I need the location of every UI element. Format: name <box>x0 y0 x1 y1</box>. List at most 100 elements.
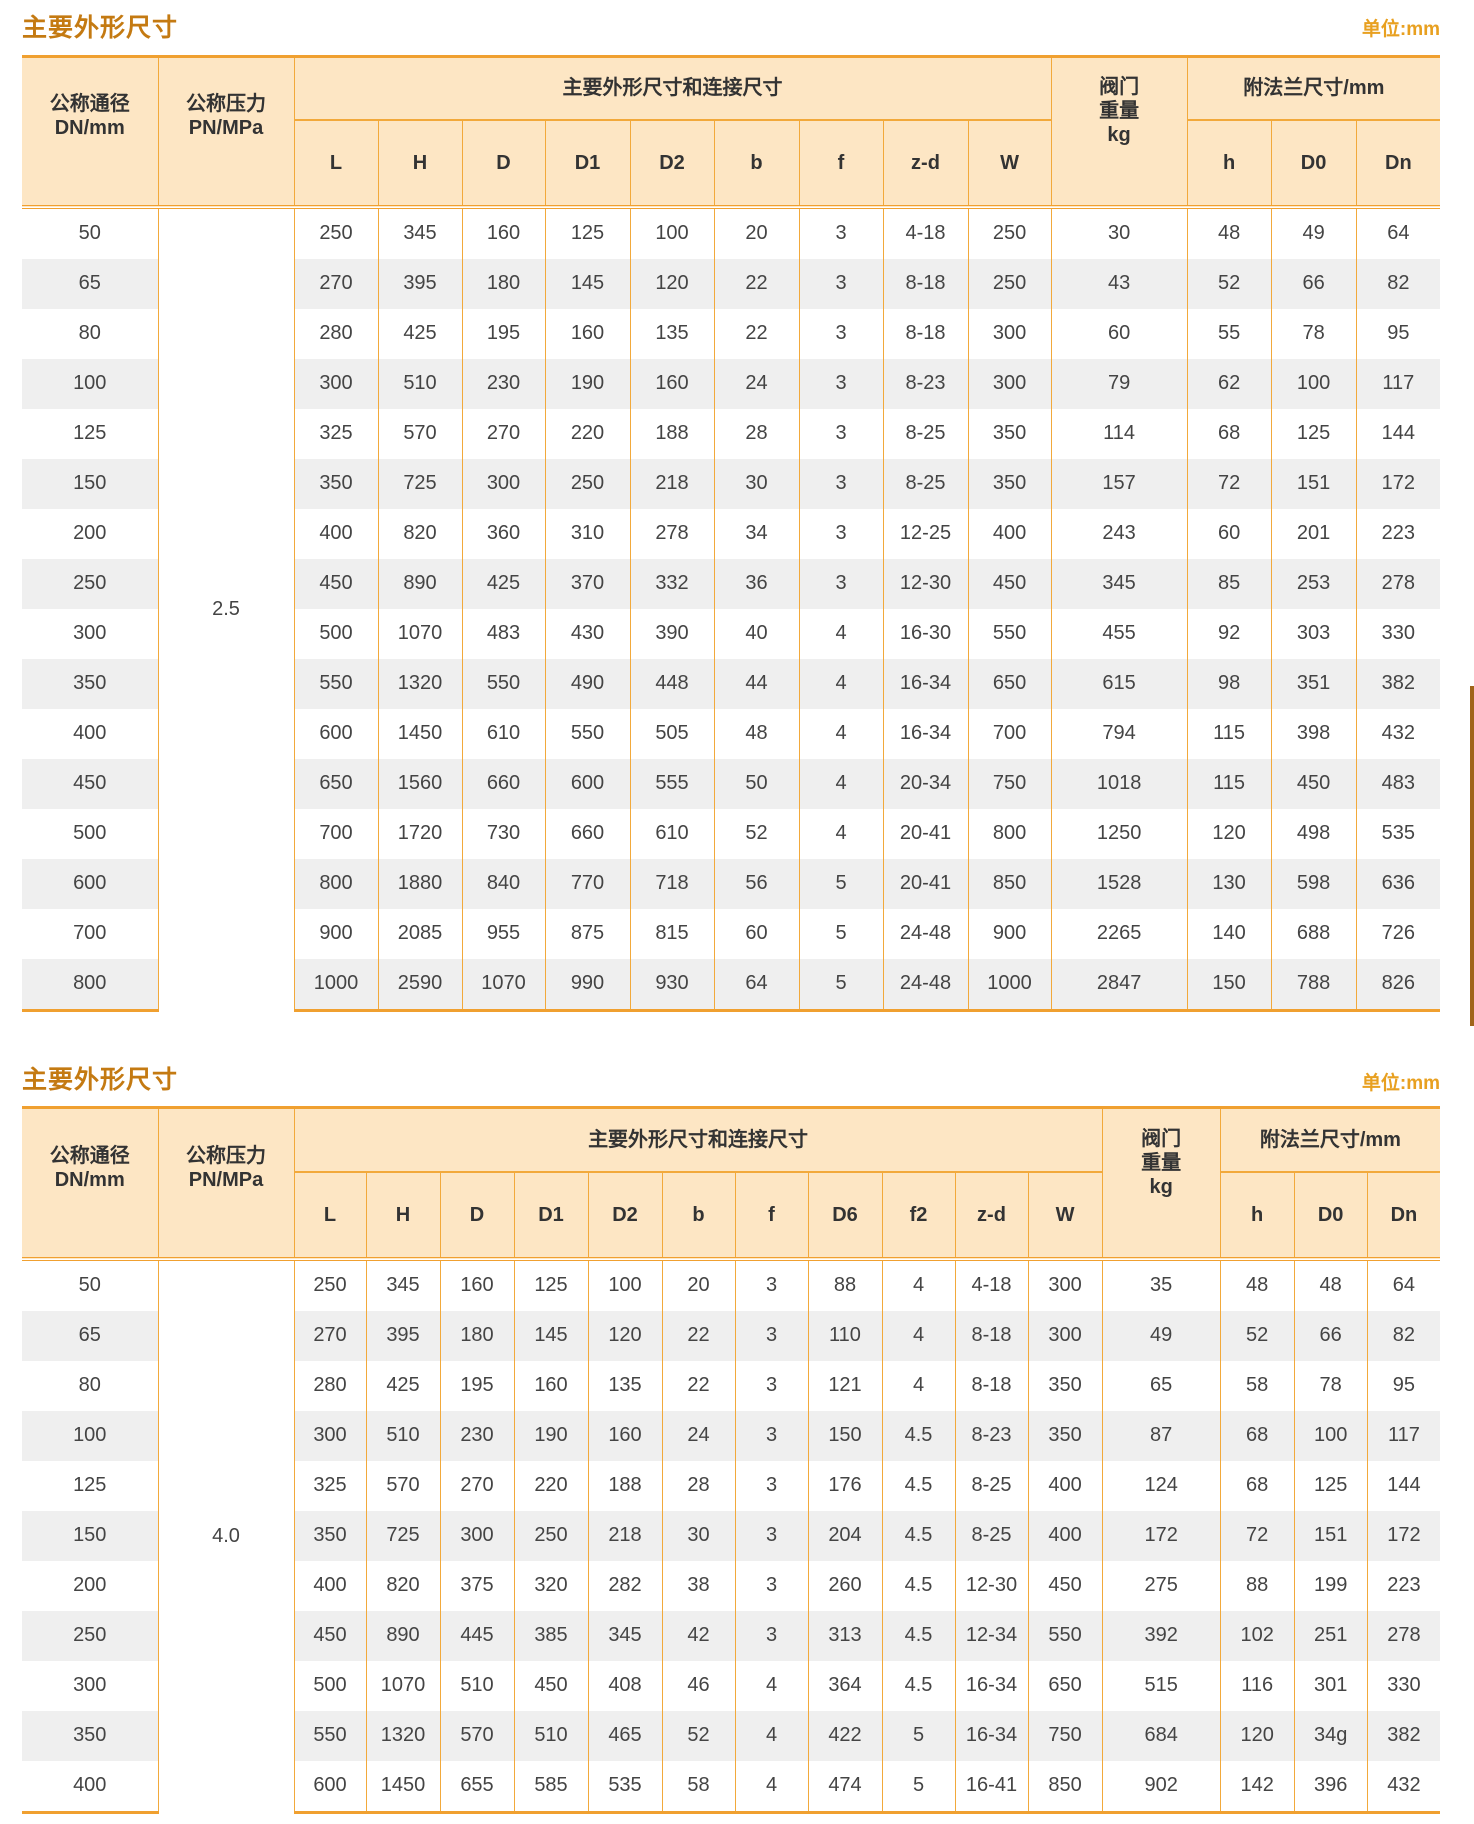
table-cell: 230 <box>461 358 545 409</box>
table-cell: 636 <box>1355 858 1441 909</box>
table-cell: 300 <box>439 1510 514 1561</box>
table-cell: 385 <box>513 1610 588 1661</box>
table-cell: 125 <box>513 1258 588 1311</box>
table-cell: 68 <box>1219 1460 1295 1511</box>
table-cell: 550 <box>544 708 630 759</box>
table-cell: 725 <box>365 1510 440 1561</box>
table-cell: 400 <box>293 1560 366 1611</box>
table-cell: 157 <box>1050 458 1188 509</box>
table-cell: 455 <box>1050 608 1188 659</box>
table-cell: 3 <box>734 1460 808 1511</box>
table-cell: 600 <box>293 708 378 759</box>
table-cell: 20 <box>661 1258 735 1311</box>
table-cell: 498 <box>1270 808 1357 859</box>
table-cell: 42 <box>661 1610 735 1661</box>
cell-dn: 450 <box>22 758 158 809</box>
table-cell: 20-34 <box>882 758 968 809</box>
table-cell: 30 <box>1050 206 1188 259</box>
table-cell: 72 <box>1186 458 1272 509</box>
header-col-h: H <box>377 118 462 207</box>
table-cell: 4 <box>798 608 883 659</box>
table-cell: 445 <box>439 1610 514 1661</box>
table-cell: 930 <box>629 958 714 1012</box>
cell-dn: 700 <box>73 922 107 944</box>
table-cell: 8-25 <box>954 1510 1028 1561</box>
table-cell: 204 <box>807 1510 882 1561</box>
table-cell: 24-48 <box>882 958 968 1012</box>
table-cell: 144 <box>1355 408 1441 459</box>
table-cell: 190 <box>513 1410 588 1461</box>
table-cell: 253 <box>1270 558 1357 609</box>
table-cell: 270 <box>293 258 378 309</box>
table-cell: 125 <box>544 206 630 259</box>
table-cell: 303 <box>1270 608 1357 659</box>
table-cell: 188 <box>587 1460 662 1511</box>
table-cell: 135 <box>629 308 714 359</box>
cell-pn: 4.0 <box>157 1258 294 1812</box>
table-cell: 1528 <box>1050 858 1188 909</box>
table-cell: 5 <box>881 1760 955 1814</box>
table-row: 150 350 725 300 250 218 30 3 8-25 350 157 72 151 172 <box>22 458 1441 509</box>
table-row: 250 450 890 425 370 332 36 3 12-30 450 345 85 253 278 <box>22 558 1441 609</box>
table-cell: 172 <box>1101 1510 1221 1561</box>
table-cell: 16-34 <box>954 1710 1028 1761</box>
table-cell: 120 <box>587 1310 662 1361</box>
table-cell: 218 <box>629 458 714 509</box>
table-cell: 320 <box>513 1560 588 1611</box>
table-cell: 850 <box>1027 1760 1103 1814</box>
table-cell: 345 <box>365 1258 440 1311</box>
table-cell: 500 <box>293 608 378 659</box>
table-cell: 12-30 <box>882 558 968 609</box>
table-cell: 300 <box>967 358 1052 409</box>
header-weight: 阀门 重量 kg <box>1050 55 1188 207</box>
table-row: 500 700 1720 730 660 610 52 4 20-41 800 1250 120 498… <box>22 808 1441 859</box>
table-cell: 750 <box>967 758 1052 809</box>
table-cell: 395 <box>377 258 462 309</box>
table-cell: 46 <box>661 1660 735 1711</box>
table-cell: 1320 <box>377 658 462 709</box>
table1-title: 主要外形尺寸 <box>22 14 179 42</box>
table-cell: 60 <box>1050 308 1188 359</box>
table-cell: 4 <box>798 708 883 759</box>
table-cell: 350 <box>1027 1410 1103 1461</box>
table-cell: 49 <box>1270 206 1357 259</box>
table-row: 200 400 820 360 310 278 34 3 12-25 400 243 60 201 223 <box>22 508 1441 559</box>
table-row: 450 650 1560 660 600 555 50 4 20-34 750 1018 115 450… <box>22 758 1441 809</box>
table-cell: 220 <box>544 408 630 459</box>
header-weight: 阀门 重量 kg <box>1101 1106 1221 1259</box>
table-cell: 510 <box>439 1660 514 1711</box>
table-cell: 56 <box>713 858 799 909</box>
table-cell: 490 <box>544 658 630 709</box>
cell-dn: 200 <box>73 522 107 544</box>
table-cell: 398 <box>1270 708 1357 759</box>
table-cell: 650 <box>1027 1660 1103 1711</box>
table-cell: 1018 <box>1050 758 1188 809</box>
table-cell: 448 <box>629 658 714 709</box>
header-col-d1: D1 <box>513 1170 588 1259</box>
table-cell: 85 <box>1186 558 1272 609</box>
table-cell: 990 <box>544 958 630 1012</box>
table-cell: 725 <box>377 458 462 509</box>
table-cell: 4 <box>881 1258 955 1311</box>
table-cell: 4 <box>881 1360 955 1411</box>
table-cell: 16-34 <box>954 1660 1028 1711</box>
table-cell: 52 <box>1186 258 1272 309</box>
table-cell: 300 <box>293 358 378 409</box>
table-cell: 72 <box>1219 1510 1295 1561</box>
table-cell: 2847 <box>1050 958 1188 1012</box>
table-cell: 345 <box>1050 558 1188 609</box>
table-cell: 660 <box>544 808 630 859</box>
table-cell: 4 <box>734 1760 808 1814</box>
table-cell: 190 <box>544 358 630 409</box>
table-cell: 350 <box>293 458 378 509</box>
table-cell: 278 <box>1355 558 1441 609</box>
table-cell: 585 <box>513 1760 588 1814</box>
table-cell: 350 <box>967 458 1052 509</box>
table-cell: 199 <box>1293 1560 1368 1611</box>
table-cell: 382 <box>1366 1710 1441 1761</box>
cell-dn: 350 <box>22 1710 158 1761</box>
cell-dn: 125 <box>73 1474 107 1496</box>
table-cell: 49 <box>1101 1310 1221 1361</box>
table-cell: 422 <box>807 1710 882 1761</box>
table-row: 400 600 1450 655 585 535 58 4 474 5 16-41 850 902 142… <box>22 1760 1441 1814</box>
